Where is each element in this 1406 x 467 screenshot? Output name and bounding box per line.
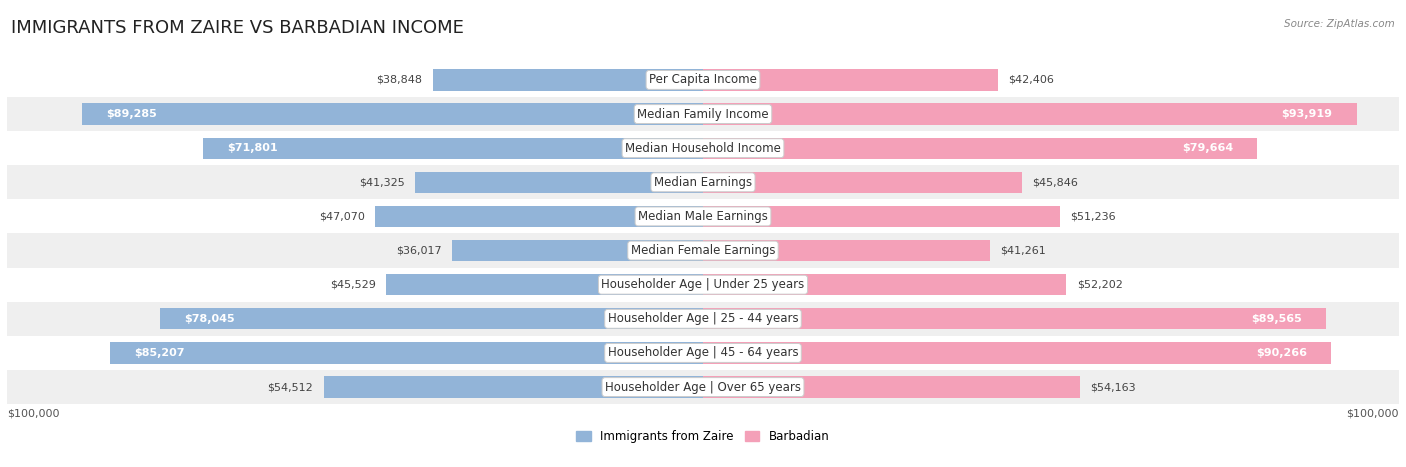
Bar — [387, 274, 703, 295]
Text: $89,565: $89,565 — [1251, 314, 1302, 324]
Bar — [703, 240, 990, 261]
Text: Householder Age | 45 - 64 years: Householder Age | 45 - 64 years — [607, 347, 799, 360]
Text: $42,406: $42,406 — [1008, 75, 1054, 85]
Text: $36,017: $36,017 — [396, 246, 441, 255]
Text: $89,285: $89,285 — [105, 109, 156, 119]
Text: $100,000: $100,000 — [1347, 408, 1399, 418]
Bar — [110, 342, 703, 363]
Text: Median Female Earnings: Median Female Earnings — [631, 244, 775, 257]
Text: $38,848: $38,848 — [377, 75, 422, 85]
Text: $78,045: $78,045 — [184, 314, 235, 324]
Text: Median Earnings: Median Earnings — [654, 176, 752, 189]
Text: $45,529: $45,529 — [330, 280, 375, 290]
Bar — [703, 138, 1257, 159]
Bar — [703, 342, 1331, 363]
Bar — [703, 104, 1357, 125]
Text: Per Capita Income: Per Capita Income — [650, 73, 756, 86]
Bar — [7, 131, 1399, 165]
Bar — [703, 274, 1066, 295]
Bar — [7, 370, 1399, 404]
Text: $45,846: $45,846 — [1032, 177, 1078, 187]
Text: $41,261: $41,261 — [1001, 246, 1046, 255]
Bar — [7, 234, 1399, 268]
Text: Median Family Income: Median Family Income — [637, 107, 769, 120]
Text: Householder Age | Over 65 years: Householder Age | Over 65 years — [605, 381, 801, 394]
Bar — [7, 302, 1399, 336]
Bar — [703, 308, 1326, 329]
Text: Source: ZipAtlas.com: Source: ZipAtlas.com — [1284, 19, 1395, 28]
Bar — [323, 376, 703, 398]
Text: $52,202: $52,202 — [1077, 280, 1122, 290]
Bar — [703, 69, 998, 91]
Text: Median Male Earnings: Median Male Earnings — [638, 210, 768, 223]
Bar — [375, 206, 703, 227]
Text: $100,000: $100,000 — [7, 408, 59, 418]
Bar — [7, 336, 1399, 370]
Bar — [703, 376, 1080, 398]
Text: $51,236: $51,236 — [1070, 212, 1115, 221]
Text: Householder Age | 25 - 44 years: Householder Age | 25 - 44 years — [607, 312, 799, 325]
Text: Median Household Income: Median Household Income — [626, 142, 780, 155]
Text: $85,207: $85,207 — [135, 348, 184, 358]
Bar — [7, 165, 1399, 199]
Bar — [415, 172, 703, 193]
Text: $41,325: $41,325 — [359, 177, 405, 187]
Text: $54,512: $54,512 — [267, 382, 314, 392]
Bar — [703, 172, 1022, 193]
Text: $90,266: $90,266 — [1256, 348, 1306, 358]
Bar — [433, 69, 703, 91]
Text: $93,919: $93,919 — [1281, 109, 1333, 119]
Bar — [82, 104, 703, 125]
Text: $47,070: $47,070 — [319, 212, 366, 221]
Bar — [453, 240, 703, 261]
Text: IMMIGRANTS FROM ZAIRE VS BARBADIAN INCOME: IMMIGRANTS FROM ZAIRE VS BARBADIAN INCOM… — [11, 19, 464, 37]
Bar — [7, 199, 1399, 234]
Text: $54,163: $54,163 — [1091, 382, 1136, 392]
Bar — [703, 206, 1060, 227]
Bar — [7, 63, 1399, 97]
Text: $79,664: $79,664 — [1182, 143, 1233, 153]
Text: Householder Age | Under 25 years: Householder Age | Under 25 years — [602, 278, 804, 291]
Bar — [204, 138, 703, 159]
Legend: Immigrants from Zaire, Barbadian: Immigrants from Zaire, Barbadian — [572, 425, 834, 448]
Text: $71,801: $71,801 — [228, 143, 278, 153]
Bar — [160, 308, 703, 329]
Bar — [7, 97, 1399, 131]
Bar — [7, 268, 1399, 302]
